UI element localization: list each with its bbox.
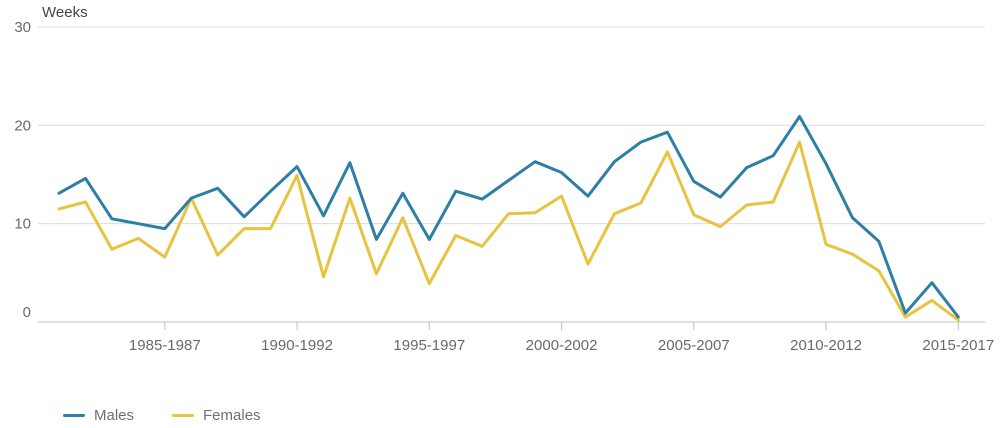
females-line bbox=[57, 140, 960, 322]
y-tick-label: 0 bbox=[23, 304, 31, 321]
legend-item-females: Females bbox=[172, 407, 261, 424]
legend: Males Females bbox=[63, 407, 299, 424]
males-legend-label: Males bbox=[94, 407, 135, 424]
females-line-swatch bbox=[172, 414, 195, 417]
x-tick-label: 2015-2017 bbox=[922, 337, 994, 354]
males-line bbox=[57, 115, 960, 319]
x-tick-label: 1995-1997 bbox=[393, 337, 465, 354]
y-axis-title: Weeks bbox=[42, 4, 88, 21]
x-tick-label: 1985-1987 bbox=[129, 337, 201, 354]
y-tick-label: 20 bbox=[14, 117, 31, 134]
y-tick-label: 30 bbox=[14, 19, 31, 36]
males-line-swatch bbox=[63, 414, 85, 417]
x-tick-label: 2005-2007 bbox=[658, 337, 730, 354]
females-legend-label: Females bbox=[203, 407, 261, 424]
x-tick-label: 2010-2012 bbox=[790, 337, 862, 354]
legend-item-males: Males bbox=[63, 407, 134, 424]
x-tick-label: 1990-1992 bbox=[261, 337, 333, 354]
y-tick-label: 10 bbox=[14, 216, 31, 233]
x-tick-label: 2000-2002 bbox=[526, 337, 598, 354]
